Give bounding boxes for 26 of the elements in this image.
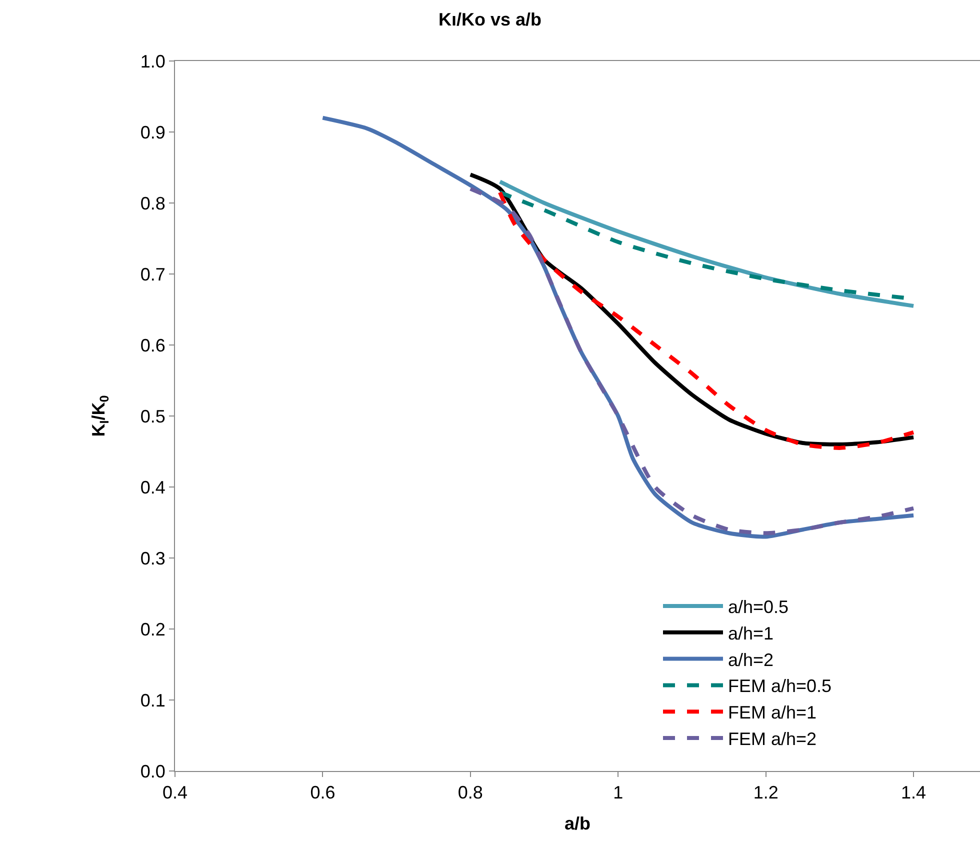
x-tick-label: 1.2 [753, 782, 778, 803]
legend-label: FEM a/h=1 [728, 702, 817, 723]
y-tick-label: 0.0 [140, 761, 166, 782]
y-tick-label: 0.5 [140, 406, 166, 426]
x-tick-label: 0.4 [162, 782, 188, 803]
x-tick-label: 0.6 [310, 782, 336, 803]
x-axis-title: a/b [564, 814, 591, 834]
y-tick-label: 0.4 [140, 477, 166, 498]
chart-title: Kı/Ko vs a/b [438, 9, 542, 30]
y-tick-label: 0.3 [140, 548, 166, 568]
y-tick-label: 0.8 [140, 193, 166, 214]
y-tick-label: 0.9 [140, 122, 166, 142]
y-tick-label: 0.1 [140, 690, 166, 710]
x-tick-label: 1 [613, 782, 624, 803]
y-tick-label: 0.6 [140, 335, 166, 356]
x-tick-label: 1.4 [901, 782, 926, 803]
legend-label: FEM a/h=0.5 [728, 676, 832, 696]
x-tick-label: 0.8 [458, 782, 483, 803]
line-series [468, 186, 916, 536]
y-tick-label: 0.2 [140, 619, 166, 640]
legend-label: a/h=0.5 [728, 597, 789, 618]
legend-label: a/h=1 [728, 623, 774, 644]
y-tick-label: 1.0 [140, 51, 166, 72]
legend-label: a/h=2 [728, 650, 774, 670]
y-tick-label: 0.7 [140, 264, 166, 284]
legend-label: FEM a/h=2 [728, 729, 817, 750]
